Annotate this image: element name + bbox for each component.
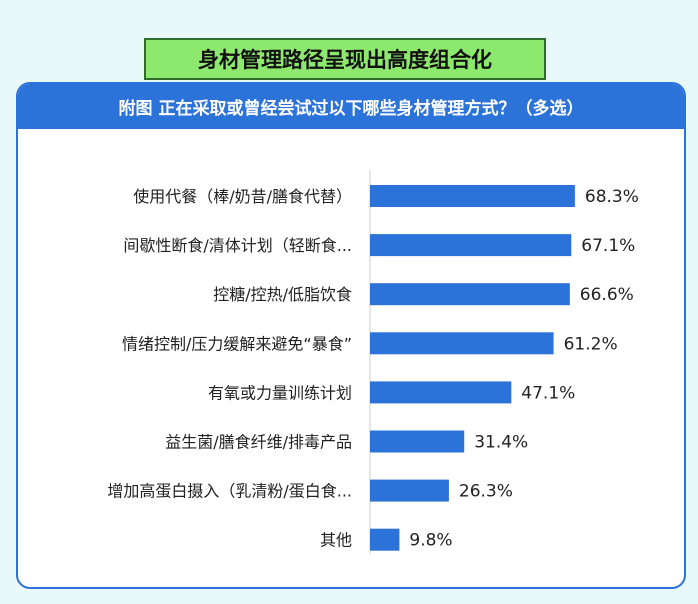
category-label: 控糖/控热/低脂饮食 [213,285,352,304]
bar [370,381,512,404]
bar [370,283,570,306]
data-label: 31.4% [474,433,528,453]
bar [370,234,572,257]
category-label: 情绪控制/压力缓解来避免“暴食” [122,334,352,353]
category-label: 有氧或力量训练计划 [208,383,352,402]
page-title: 身材管理路径呈现出高度组合化 [144,38,546,80]
data-label: 61.2% [564,334,618,354]
data-label: 9.8% [409,531,452,551]
data-label: 68.3% [585,187,639,207]
data-label: 47.1% [521,383,575,403]
category-label: 使用代餐（棒/奶昔/膳食代替） [133,187,352,206]
data-label: 26.3% [459,482,513,502]
category-label: 益生菌/膳食纤维/排毒产品 [165,433,352,452]
category-label: 增加高蛋白摄入（乳清粉/蛋白食... [107,482,352,501]
bar [370,332,554,355]
category-label: 间歇性断食/清体计划（轻断食... [123,236,352,255]
bar [370,528,400,551]
bar-chart: 使用代餐（棒/奶昔/膳食代替） 68.3% 间歇性断食/清体计划（轻断食... 67.… [107,170,639,554]
bar [370,430,465,453]
chart-title: 附图 正在采取或曾经尝试过以下哪些身材管理方式？（多选） [18,84,684,129]
data-label: 67.1% [581,236,635,256]
data-label: 66.6% [580,285,634,305]
category-label: 其他 [320,531,352,550]
chart-card: 附图 正在采取或曾经尝试过以下哪些身材管理方式？（多选） 使用代餐（棒/奶昔/膳… [16,82,686,589]
bar [370,185,575,207]
bar [370,479,449,502]
